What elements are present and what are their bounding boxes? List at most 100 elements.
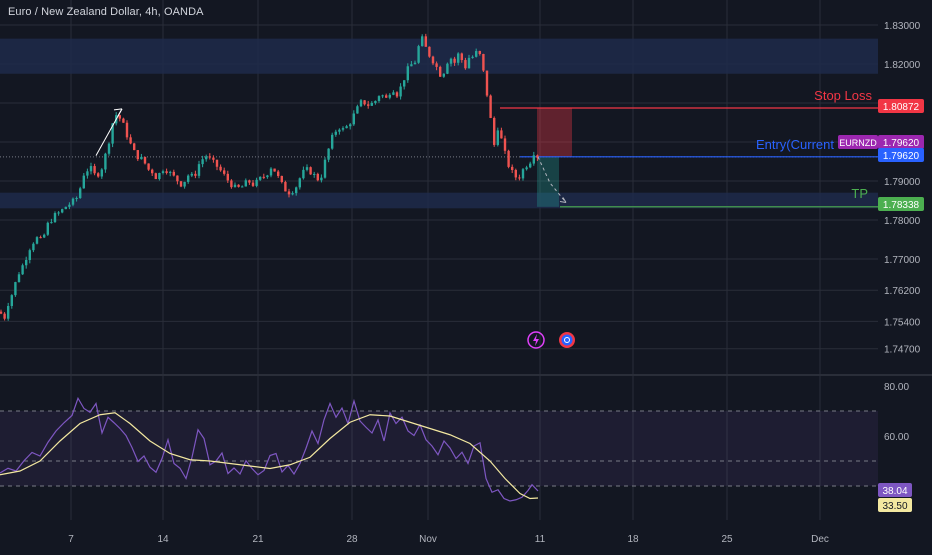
candle-body — [280, 175, 283, 183]
candle-body — [377, 96, 381, 101]
candle-body — [197, 164, 201, 176]
candle-body — [57, 212, 60, 214]
time-tick-label: 25 — [721, 534, 733, 545]
candle-body — [431, 56, 435, 64]
candle-body — [205, 156, 208, 160]
candle-body — [305, 167, 309, 170]
entry-label: Entry(Current — [756, 137, 834, 152]
candle-body — [475, 51, 478, 57]
candle-body — [349, 124, 352, 127]
candle-body — [471, 56, 474, 58]
candle-body — [39, 237, 42, 239]
candle-body — [21, 265, 24, 275]
candle-body — [457, 53, 460, 63]
time-tick-label: 11 — [535, 534, 546, 545]
candle-body — [147, 163, 150, 170]
candle-body — [100, 169, 103, 177]
candle-body — [64, 206, 67, 210]
candle-body — [511, 166, 514, 170]
candle-body — [525, 167, 528, 170]
projection-arrow-head — [559, 197, 567, 203]
price-tick-label: 1.82000 — [884, 60, 921, 71]
candle-body — [158, 173, 161, 180]
candle-body — [187, 175, 190, 182]
risk-box — [537, 107, 572, 157]
candle-body — [244, 180, 247, 187]
candle-body — [532, 155, 535, 164]
candle-body — [521, 169, 525, 179]
candle-body — [277, 171, 280, 176]
candle-body — [208, 156, 211, 158]
candle-body — [514, 169, 517, 178]
candle-body — [46, 222, 49, 235]
candle-body — [388, 94, 391, 98]
candle-body — [435, 63, 438, 67]
candle-body — [35, 237, 39, 244]
entry-price: 1.79620 — [883, 151, 920, 162]
candle-body — [248, 180, 251, 183]
target-icon[interactable] — [559, 332, 575, 348]
candle-body — [413, 62, 417, 65]
candle-body — [61, 209, 64, 213]
candle-body — [406, 66, 409, 81]
candle-body — [417, 46, 420, 63]
candle-body — [284, 182, 287, 192]
candle-body — [118, 115, 121, 119]
time-tick-label: Nov — [419, 534, 437, 545]
candle-body — [3, 313, 6, 319]
candle-body — [10, 295, 13, 306]
stop-loss-price: 1.80872 — [883, 102, 920, 113]
rsi-line — [0, 396, 539, 502]
candle-body — [111, 123, 114, 144]
candle-body — [154, 173, 157, 180]
candle-body — [125, 122, 129, 138]
candle-body — [140, 156, 143, 160]
time-tick-label: Dec — [811, 534, 829, 545]
time-tick-label: 18 — [627, 534, 639, 545]
candle-body — [327, 148, 330, 160]
candle-body — [370, 103, 373, 106]
trend-arrow — [95, 108, 123, 156]
symbol-badge: EURNZD — [839, 138, 877, 148]
candle-body — [25, 259, 28, 266]
candle-body — [298, 178, 301, 188]
candle-body — [79, 188, 82, 198]
candle-body — [14, 282, 17, 296]
candle-body — [323, 159, 327, 178]
price-tick-label: 1.74700 — [884, 345, 921, 356]
candle-body — [190, 173, 193, 176]
candle-body — [28, 250, 31, 260]
candle-body — [0, 311, 3, 314]
reward-box — [537, 156, 559, 207]
candle-body — [176, 175, 179, 182]
candle-body — [43, 234, 46, 238]
symbol-tag: EURNZD 1.79620 — [838, 135, 924, 149]
price-tick-label: 1.83000 — [884, 21, 921, 32]
candle-body — [363, 100, 366, 105]
flash-icon[interactable] — [527, 331, 545, 349]
time-tick-label: 14 — [157, 534, 169, 545]
candle-body — [7, 305, 10, 319]
tp-label: TP — [851, 186, 868, 201]
candle-body — [485, 70, 489, 96]
rsi-tick-label: 80.00 — [884, 382, 909, 393]
candle-body — [464, 60, 467, 69]
candle-body — [194, 173, 197, 176]
candle-body — [399, 86, 402, 97]
candle-body — [68, 204, 71, 207]
candle-body — [356, 106, 359, 114]
candle-body — [424, 36, 427, 47]
price-tick-label: 1.79000 — [884, 177, 921, 188]
candle-body — [133, 143, 136, 151]
rsi-last-value: 38.04 — [882, 486, 907, 497]
stop-loss-label: Stop Loss — [814, 88, 872, 103]
tp-tag: 1.78338 — [878, 197, 924, 211]
candle-body — [442, 73, 445, 77]
candle-body — [320, 177, 323, 181]
candle-body — [439, 66, 442, 77]
price-tick-label: 1.77000 — [884, 255, 921, 266]
candle-body — [179, 181, 183, 187]
candle-body — [421, 36, 424, 47]
candle-body — [352, 113, 355, 125]
